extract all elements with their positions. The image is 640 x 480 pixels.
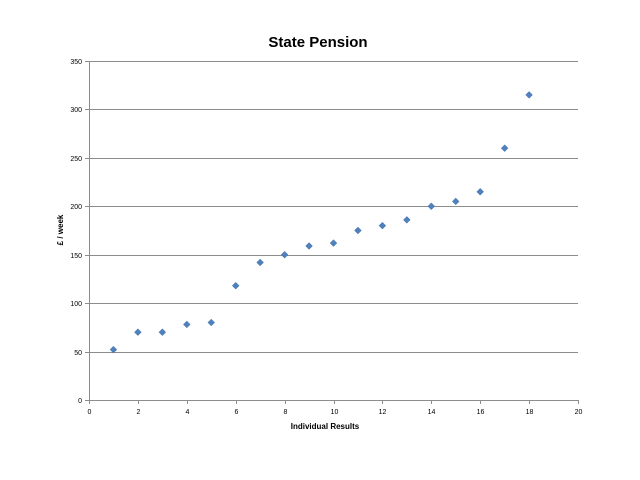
data-points <box>109 91 533 354</box>
data-point <box>525 91 533 99</box>
data-point <box>256 258 264 267</box>
data-point <box>378 221 387 230</box>
y-tick-label: 350 <box>70 59 82 66</box>
data-point <box>403 216 411 224</box>
x-tick-label: 20 <box>575 409 583 416</box>
y-tick-label: 200 <box>70 204 82 211</box>
y-tick-label: 100 <box>70 301 82 308</box>
data-point <box>451 197 460 206</box>
x-tick-label: 0 <box>88 409 92 416</box>
x-tick-label: 2 <box>137 409 141 416</box>
x-tick-label: 6 <box>235 409 239 416</box>
x-tick-label: 18 <box>526 409 534 416</box>
y-axis-label: £ / week <box>56 214 65 245</box>
x-tick-labels: 0 2 4 6 8 10 12 14 16 18 20 <box>88 409 583 416</box>
x-tick-label: 14 <box>428 409 436 416</box>
y-tick-label: 50 <box>74 350 82 357</box>
data-point <box>183 320 191 329</box>
data-point <box>109 345 118 354</box>
data-point <box>476 188 484 196</box>
data-point <box>354 226 362 235</box>
data-point <box>500 144 509 152</box>
y-tick-label: 0 <box>78 398 82 405</box>
chart-title: State Pension <box>268 34 367 51</box>
y-tick-label: 250 <box>70 156 82 163</box>
y-tick-label: 300 <box>70 107 82 114</box>
data-point <box>329 239 338 247</box>
x-axis-label: Individual Results <box>291 422 360 431</box>
x-tick-label: 16 <box>477 409 485 416</box>
data-point <box>207 318 216 327</box>
x-tick-label: 12 <box>379 409 387 416</box>
x-tick-label: 8 <box>284 409 288 416</box>
gridlines <box>89 61 578 353</box>
y-tick-labels: 0 50 100 150 200 250 300 350 <box>70 59 82 405</box>
x-tick-label: 4 <box>186 409 190 416</box>
data-point <box>158 328 167 336</box>
y-tick-label: 150 <box>70 253 82 260</box>
data-point <box>427 202 436 211</box>
data-point <box>231 281 240 290</box>
x-tick-label: 10 <box>331 409 339 416</box>
data-point <box>134 328 142 336</box>
data-point <box>305 242 313 250</box>
axes <box>85 61 579 404</box>
data-point <box>280 250 289 259</box>
